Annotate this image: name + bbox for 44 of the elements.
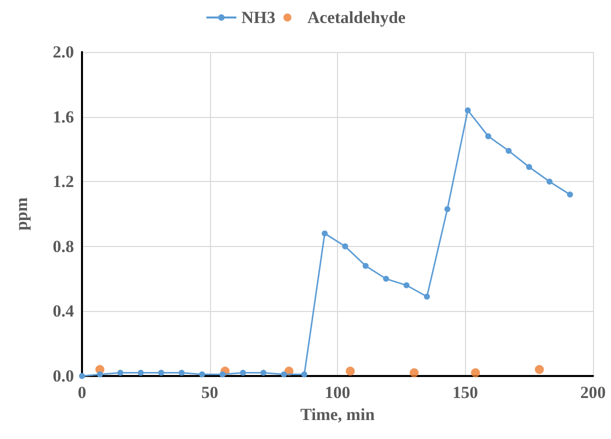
x-tick-label: 100 xyxy=(324,383,350,402)
point xyxy=(346,366,355,376)
y-axis-title: ppm xyxy=(12,197,31,231)
x-axis-title: Time, min xyxy=(300,405,376,424)
x-tick-label: 50 xyxy=(201,383,218,402)
y-tick-label: 0.8 xyxy=(52,236,74,256)
point xyxy=(342,243,348,250)
legend-label: Acetaldehyde xyxy=(307,8,406,27)
point xyxy=(96,371,103,378)
point xyxy=(470,368,480,378)
x-tick-label: 150 xyxy=(452,383,478,402)
point xyxy=(424,294,430,300)
point xyxy=(546,178,553,185)
y-tick-label: 0.4 xyxy=(52,302,74,321)
point xyxy=(199,371,206,378)
y-tick-label: 1.2 xyxy=(52,172,74,192)
point xyxy=(117,370,124,376)
point xyxy=(301,371,308,378)
y-tick-label: 1.6 xyxy=(52,107,74,126)
point xyxy=(534,365,544,374)
x-tick-label: 0 xyxy=(78,383,86,402)
point xyxy=(138,370,144,376)
point xyxy=(567,192,574,198)
point xyxy=(362,262,369,269)
point xyxy=(403,282,410,288)
point xyxy=(322,230,328,236)
y-tick-label: 2.0 xyxy=(52,42,74,62)
point xyxy=(485,133,492,140)
point xyxy=(410,368,419,378)
point xyxy=(220,371,226,378)
point xyxy=(79,373,85,379)
point xyxy=(158,370,164,376)
point xyxy=(240,370,246,376)
point xyxy=(464,107,471,114)
point xyxy=(280,371,287,378)
point xyxy=(526,164,532,170)
point xyxy=(178,370,185,376)
point xyxy=(383,276,390,282)
y-tick-label: 0.0 xyxy=(52,366,74,386)
x-tick-label: 200 xyxy=(580,383,606,402)
legend-label: NH3 xyxy=(241,8,276,27)
point xyxy=(506,148,512,154)
point xyxy=(444,206,450,212)
point xyxy=(260,370,266,376)
